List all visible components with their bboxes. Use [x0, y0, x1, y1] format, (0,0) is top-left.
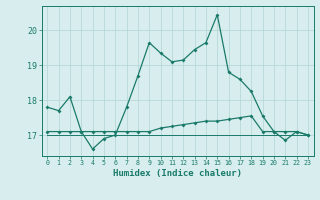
X-axis label: Humidex (Indice chaleur): Humidex (Indice chaleur) [113, 169, 242, 178]
